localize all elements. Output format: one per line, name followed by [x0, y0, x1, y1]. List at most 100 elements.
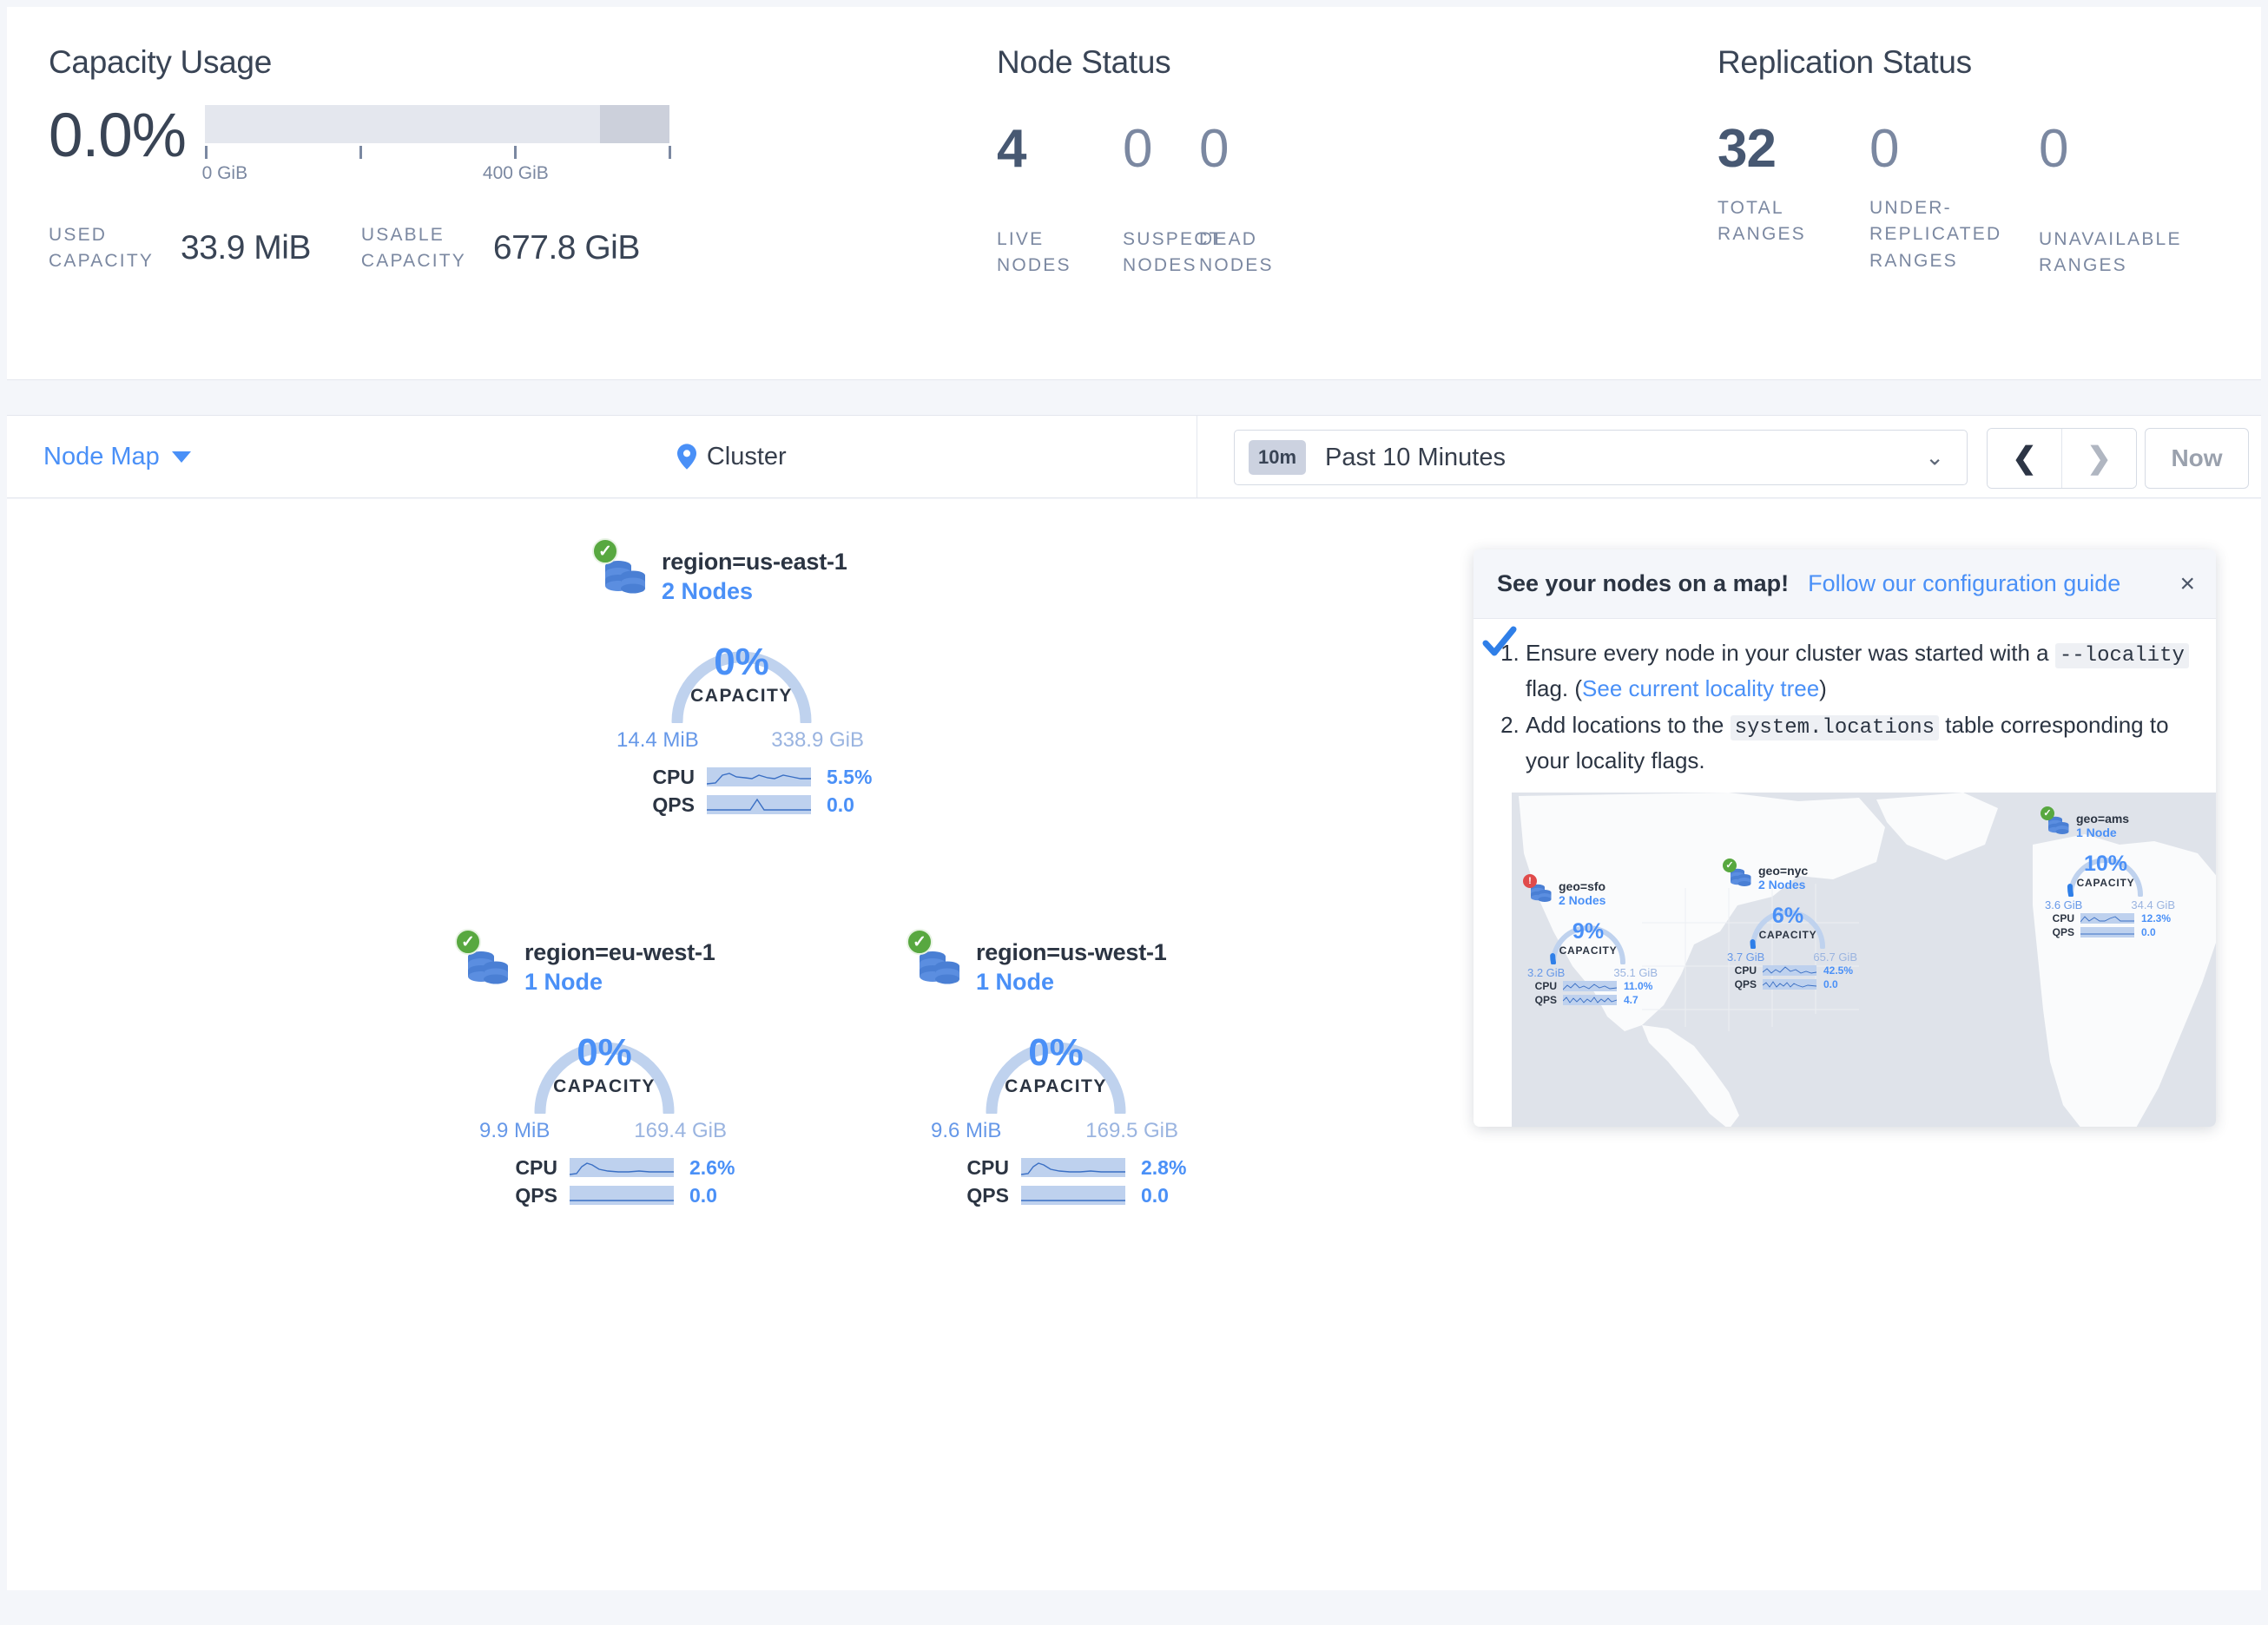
blue-checkmark-icon	[1482, 626, 1517, 656]
axis-tick	[668, 146, 671, 159]
popup-header: See your nodes on a map! Follow our conf…	[1474, 549, 2216, 619]
popup-title: See your nodes on a map!	[1497, 570, 1790, 596]
cpu-value: 12.3%	[2141, 911, 2172, 924]
dead-nodes-value: 0	[1199, 119, 1229, 179]
usable-capacity-value: 677.8 GiB	[492, 229, 640, 267]
capacity-bar-track	[204, 105, 669, 143]
live-nodes-metric: 4 LIVE NODES	[997, 119, 1123, 276]
cpu-sparkline	[1763, 964, 1816, 976]
region-tile-us-east-1[interactable]: ✓	[592, 538, 1032, 819]
used-capacity-label: USED CAPACITY	[49, 225, 155, 272]
region-sizes: 14.4 MiB 338.9 GiB	[616, 728, 864, 753]
region-tile-us-west-1[interactable]: ✓	[907, 929, 1346, 1209]
capacity-gauge-percent: 0%	[714, 641, 769, 683]
database-stack-icon: ✓	[455, 929, 514, 991]
qps-value: 4.7	[1624, 993, 1638, 1006]
cpu-sparkline	[1563, 980, 1617, 991]
map-node-count: 2 Nodes	[1559, 892, 1606, 907]
region-tile-titles: region=us-east-1 2 Nodes	[662, 547, 847, 605]
map-node-header: ! geo=sfo	[1523, 873, 1658, 907]
node-status-card: Node Status 4 LIVE NODES 0 SUSPECT NODES…	[997, 7, 1717, 379]
database-glyph	[605, 561, 645, 594]
region-node-count: 1 Node	[976, 969, 1055, 995]
popup-step-1: Ensure every node in your cluster was st…	[1526, 636, 2190, 707]
qps-sparkline	[1021, 1186, 1125, 1205]
capacity-gauge-percent: 0%	[1028, 1031, 1084, 1074]
time-range-label: Past 10 Minutes	[1325, 443, 1506, 471]
capacity-axis-ticks	[204, 146, 674, 163]
map-node-metrics: CPU 12.3% QPS 0.0	[2050, 911, 2175, 939]
map-node-header: ✓ geo=nyc	[1723, 858, 1857, 891]
database-glyph	[2048, 816, 2069, 834]
close-icon[interactable]: ×	[2179, 569, 2195, 598]
suspect-nodes-value: 0	[1123, 119, 1152, 179]
capacity-gauge-arc	[1750, 909, 1825, 950]
map-node-gauge: 10% CAPACITY	[2059, 843, 2153, 898]
live-nodes-value: 4	[997, 119, 1026, 179]
status-alert-icon: !	[1523, 873, 1537, 888]
cpu-label: CPU	[1534, 979, 1557, 992]
total-ranges-value: 32	[1717, 119, 1777, 179]
time-prev-button[interactable]: ❮	[1988, 429, 2062, 488]
status-healthy-icon: ✓	[2041, 806, 2054, 820]
usable-capacity-stat: USABLE CAPACITY 677.8 GiB	[361, 222, 640, 275]
region-name: region=us-east-1	[662, 549, 847, 575]
capacity-bar-usable-segment	[599, 105, 669, 143]
view-selector-node-map[interactable]: Node Map	[43, 443, 191, 471]
map-node-total-size: 34.4 GiB	[2131, 898, 2175, 911]
map-toolbar: Node Map Cluster 10m Past 10 Minutes ⌄ ❮…	[7, 415, 2261, 498]
cpu-label: CPU	[1734, 964, 1757, 977]
map-node-gauge-text: 9% CAPACITY	[1541, 920, 1635, 957]
summary-bar: Capacity Usage 0.0% 0 GiB 400 Gi	[7, 7, 2261, 380]
world-map-landmass	[1519, 792, 2216, 1127]
map-node-sizes: 3.6 GiB 34.4 GiB	[2045, 898, 2175, 911]
capacity-gauge-text: 0% CAPACITY	[518, 1034, 691, 1097]
time-next-button[interactable]: ❯	[2062, 429, 2136, 488]
map-node-geo-sfo[interactable]: ! geo=sfo	[1523, 873, 1658, 1007]
time-range-picker[interactable]: 10m Past 10 Minutes ⌄	[1234, 430, 1968, 485]
step2-text-b: table corresponding to your locality fla…	[1526, 711, 2169, 774]
cpu-value: 2.8%	[1141, 1155, 1187, 1179]
map-node-capacity-label: CAPACITY	[1559, 944, 1618, 957]
qps-label: QPS	[1534, 993, 1557, 1006]
map-node-geo-nyc[interactable]: ✓ geo=nyc	[1723, 858, 1857, 991]
locality-tree-link[interactable]: See current locality tree	[1582, 675, 1820, 702]
map-node-used-size: 3.6 GiB	[2045, 898, 2083, 911]
capacity-gauge-arc	[534, 1042, 675, 1118]
popup-step-2: Add locations to the system.locations ta…	[1526, 708, 2190, 779]
time-range-badge: 10m	[1249, 440, 1307, 475]
map-node-capacity-label: CAPACITY	[2076, 876, 2135, 889]
capacity-usage-card: Capacity Usage 0.0% 0 GiB 400 Gi	[7, 7, 997, 379]
cpu-value: 42.5%	[1823, 964, 1854, 977]
capacity-gauge-text: 0% CAPACITY	[655, 643, 828, 707]
popup-config-guide-link[interactable]: Follow our configuration guide	[1808, 570, 2121, 596]
region-tile-eu-west-1[interactable]: ✓	[455, 929, 894, 1209]
database-stack-icon: ✓	[592, 538, 651, 601]
time-now-button[interactable]: Now	[2145, 428, 2249, 489]
map-node-geo-ams[interactable]: ✓ geo=ams	[2041, 806, 2175, 939]
capacity-gauge: 0% CAPACITY	[655, 619, 828, 727]
axis-tick	[204, 146, 208, 159]
status-healthy-icon: ✓	[455, 929, 481, 955]
region-tile-titles: region=eu-west-1 1 Node	[524, 938, 715, 996]
chevron-down-icon: ⌄	[1925, 444, 1944, 470]
cpu-metric-row: CPU 42.5%	[1732, 964, 1857, 977]
capacity-gauge-percent: 0%	[577, 1031, 632, 1074]
region-used-size: 14.4 MiB	[616, 728, 699, 752]
cpu-sparkline	[1021, 1158, 1125, 1177]
map-node-count: 2 Nodes	[1758, 877, 1806, 891]
qps-sparkline	[1763, 978, 1816, 990]
system-locations-code: system.locations	[1730, 714, 1940, 740]
cpu-metric-row: CPU 2.8%	[962, 1154, 1346, 1181]
qps-value: 0.0	[689, 1183, 717, 1207]
cpu-label: CPU	[652, 765, 695, 788]
qps-value: 0.0	[1141, 1183, 1169, 1207]
breadcrumb-label: Cluster	[706, 442, 787, 470]
capacity-percent-value: 0.0%	[49, 102, 187, 170]
qps-metric-row: QPS 4.7	[1533, 993, 1658, 1007]
node-status-title: Node Status	[997, 44, 1171, 80]
cpu-value: 11.0%	[1624, 979, 1653, 992]
capacity-gauge-arc	[986, 1042, 1126, 1118]
capacity-gauge-arc	[671, 651, 812, 727]
